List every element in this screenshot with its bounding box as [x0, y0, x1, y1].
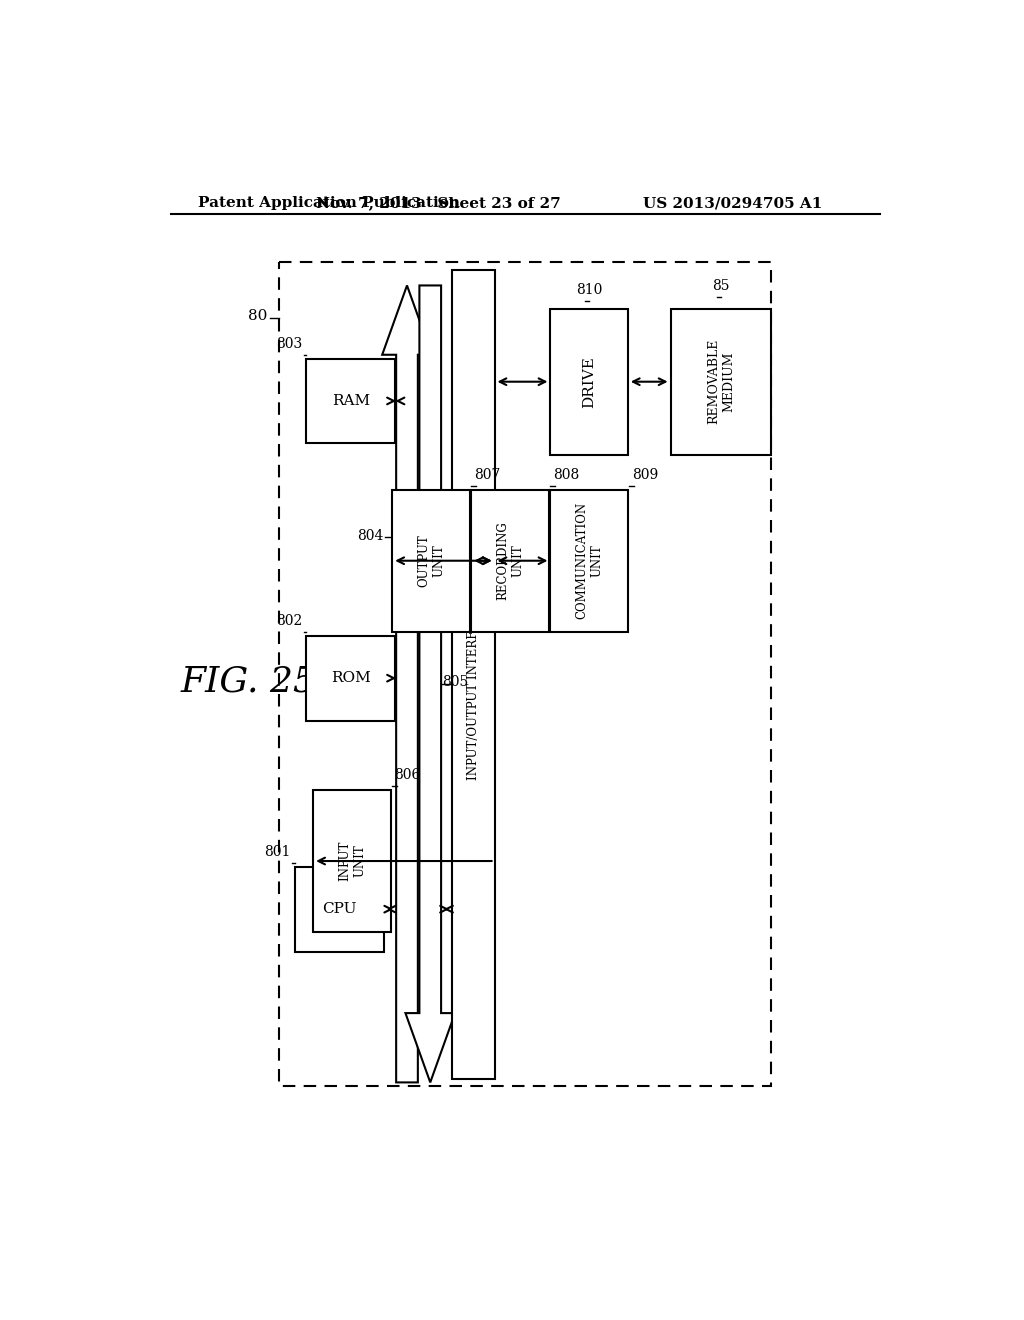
Polygon shape: [382, 285, 432, 1082]
Bar: [313, 789, 391, 932]
Bar: [306, 636, 395, 721]
Text: REMOVABLE
MEDIUM: REMOVABLE MEDIUM: [707, 339, 735, 425]
Text: 805: 805: [442, 675, 468, 689]
Text: INPUT
UNIT: INPUT UNIT: [338, 841, 366, 882]
Text: 809: 809: [632, 467, 658, 482]
Text: ROM: ROM: [331, 671, 371, 685]
Text: OUTPUT
UNIT: OUTPUT UNIT: [417, 535, 445, 587]
Text: 810: 810: [575, 282, 602, 297]
Text: 85: 85: [712, 279, 730, 293]
Bar: [280, 263, 771, 1086]
Text: US 2013/0294705 A1: US 2013/0294705 A1: [643, 197, 822, 210]
Text: 804: 804: [357, 529, 384, 543]
Text: Nov. 7, 2013   Sheet 23 of 27: Nov. 7, 2013 Sheet 23 of 27: [315, 197, 560, 210]
Text: 803: 803: [276, 337, 302, 351]
Text: RAM: RAM: [332, 393, 370, 408]
Bar: [471, 490, 549, 632]
Text: 807: 807: [474, 467, 500, 482]
Bar: [295, 867, 384, 952]
Text: 802: 802: [276, 614, 302, 628]
Text: 808: 808: [553, 467, 579, 482]
Bar: [392, 490, 470, 632]
Text: 80: 80: [248, 309, 267, 323]
Text: CPU: CPU: [322, 902, 356, 916]
Bar: [306, 359, 395, 444]
Bar: [452, 271, 495, 1078]
Text: FIG. 25: FIG. 25: [180, 665, 316, 700]
Bar: [671, 309, 771, 455]
Polygon shape: [406, 285, 455, 1082]
Text: RECORDING
UNIT: RECORDING UNIT: [496, 521, 524, 601]
Bar: [550, 490, 628, 632]
Text: 806: 806: [394, 768, 421, 781]
Text: DRIVE: DRIVE: [582, 356, 596, 408]
Bar: [550, 309, 628, 455]
Text: Patent Application Publication: Patent Application Publication: [198, 197, 460, 210]
Text: INPUT/OUTPUT INTERFACE UNIT: INPUT/OUTPUT INTERFACE UNIT: [467, 569, 480, 780]
Text: 801: 801: [264, 845, 291, 859]
Text: COMMUNICATION
UNIT: COMMUNICATION UNIT: [575, 502, 603, 619]
